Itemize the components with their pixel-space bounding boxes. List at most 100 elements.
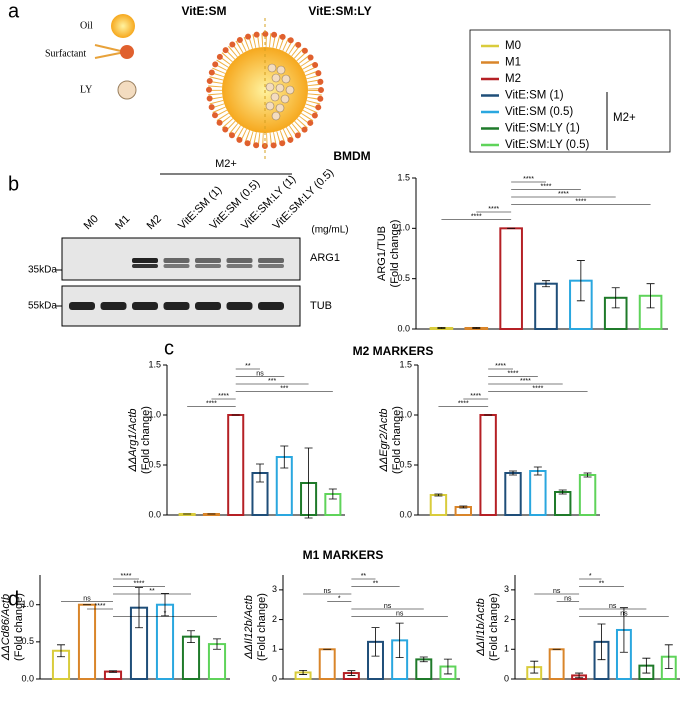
schematic-label: Oil [80, 20, 93, 31]
error-bar [347, 670, 356, 676]
y-tick-label: 3 [504, 584, 509, 594]
significance-label: **** [134, 580, 145, 587]
error-bar [419, 656, 428, 663]
significance-label: ns [564, 595, 572, 602]
error-bar [533, 466, 542, 476]
legend-label: VitE:SM:LY (0.5) [505, 139, 590, 151]
band [69, 302, 95, 310]
lane-label: M1 [113, 213, 132, 232]
bar [499, 227, 523, 330]
y-tick-label: 0.5 [399, 459, 412, 469]
lane-label: VitE:SM:LY (0.5) [271, 167, 337, 233]
y-tick-label: 0.5 [21, 636, 34, 646]
significance-label: * [589, 573, 592, 580]
schematic: Oil Surfactant LY VitE:SM VitE:SM:LY [45, 4, 372, 162]
oil-icon [111, 14, 135, 38]
lane-label: M2 [145, 213, 164, 232]
y-tick-label: 0 [272, 673, 277, 683]
band [132, 264, 158, 268]
error-bar [395, 622, 404, 659]
legend-label: VitE:SM (0.5) [505, 106, 573, 118]
band [195, 258, 221, 263]
significance-label: ns [83, 595, 91, 602]
y-axis-label: ΔΔEgr2/Actb [378, 408, 390, 472]
bar [415, 658, 433, 680]
error-bar [135, 587, 143, 629]
bar [77, 603, 97, 681]
y-tick-label: 0.0 [148, 509, 161, 519]
significance-label: **** [470, 393, 481, 400]
y-axis-label: ΔΔCd86/Actb [0, 594, 12, 661]
significance-label: ** [361, 573, 367, 580]
significance-label: ns [324, 588, 332, 595]
y-tick-label: 0.5 [397, 273, 410, 283]
error-bar [256, 463, 264, 483]
size-marker: 55kDa [28, 301, 57, 312]
significance-label: ** [599, 580, 605, 587]
band [195, 264, 221, 268]
legend-label: VitE:SM:LY (1) [505, 123, 580, 135]
y-tick-label: 0.0 [399, 509, 412, 519]
y-tick-label: 0.0 [21, 673, 34, 683]
error-bar [583, 472, 592, 478]
y-tick-label: 1 [504, 644, 509, 654]
significance-label: ns [256, 370, 264, 377]
error-bar [558, 489, 567, 495]
significance-label: *** [280, 385, 288, 392]
error-bar [328, 488, 337, 500]
particle-tails [208, 33, 322, 147]
y-axis-label: (Fold change) [389, 220, 401, 288]
significance-label: * [164, 610, 167, 617]
significance-label: **** [206, 400, 217, 407]
significance-label: ns [553, 588, 561, 595]
bar [227, 414, 245, 516]
band [226, 302, 253, 310]
surfactant-tail [94, 44, 126, 53]
panel-label: a [8, 0, 20, 22]
error-bar [642, 657, 651, 674]
schematic-label: Surfactant [45, 48, 86, 59]
legend-group: M2+ [613, 112, 636, 124]
ly-icon [117, 80, 137, 100]
y-axis-label: ΔΔArg1/Actb [127, 408, 139, 472]
blot-unit: (mg/mL) [311, 225, 348, 236]
y-tick-label: 1 [272, 644, 277, 654]
significance-label: ns [609, 603, 617, 610]
significance-label: **** [532, 385, 543, 392]
legend-label: VitE:SM (1) [505, 90, 564, 102]
bar [318, 648, 336, 680]
error-bar [280, 445, 289, 469]
y-tick-label: 1.5 [399, 359, 412, 369]
error-bar [646, 283, 655, 309]
schematic-label: LY [80, 84, 92, 95]
band [132, 258, 158, 263]
y-tick-label: 1.0 [148, 409, 161, 419]
error-bar [213, 638, 221, 650]
y-axis-label: (Fold change) [140, 406, 152, 474]
error-bar [161, 593, 169, 617]
error-bar [109, 670, 117, 673]
band [163, 258, 190, 263]
error-bar [619, 607, 628, 653]
significance-label: **** [541, 183, 552, 190]
blot-title: BMDM [333, 149, 370, 163]
significance-label: **** [558, 191, 569, 198]
y-axis-label: ΔΔIl1b/Actb [475, 598, 487, 657]
significance-label: *** [268, 378, 276, 385]
band [163, 302, 190, 310]
y-tick-label: 0.0 [397, 323, 410, 333]
significance-label: ns [384, 603, 392, 610]
error-bar [299, 669, 308, 675]
surfactant-head [120, 45, 134, 59]
y-tick-label: 1.0 [399, 409, 412, 419]
error-bar [509, 470, 517, 476]
y-tick-label: 0 [504, 673, 509, 683]
error-bar [304, 447, 313, 519]
legend-box [469, 29, 671, 153]
significance-label: ns [396, 610, 404, 617]
band [258, 264, 284, 268]
significance-label: **** [458, 400, 469, 407]
band-label: ARG1 [310, 252, 340, 264]
significance-label: ** [245, 363, 251, 370]
error-bar [597, 623, 606, 661]
